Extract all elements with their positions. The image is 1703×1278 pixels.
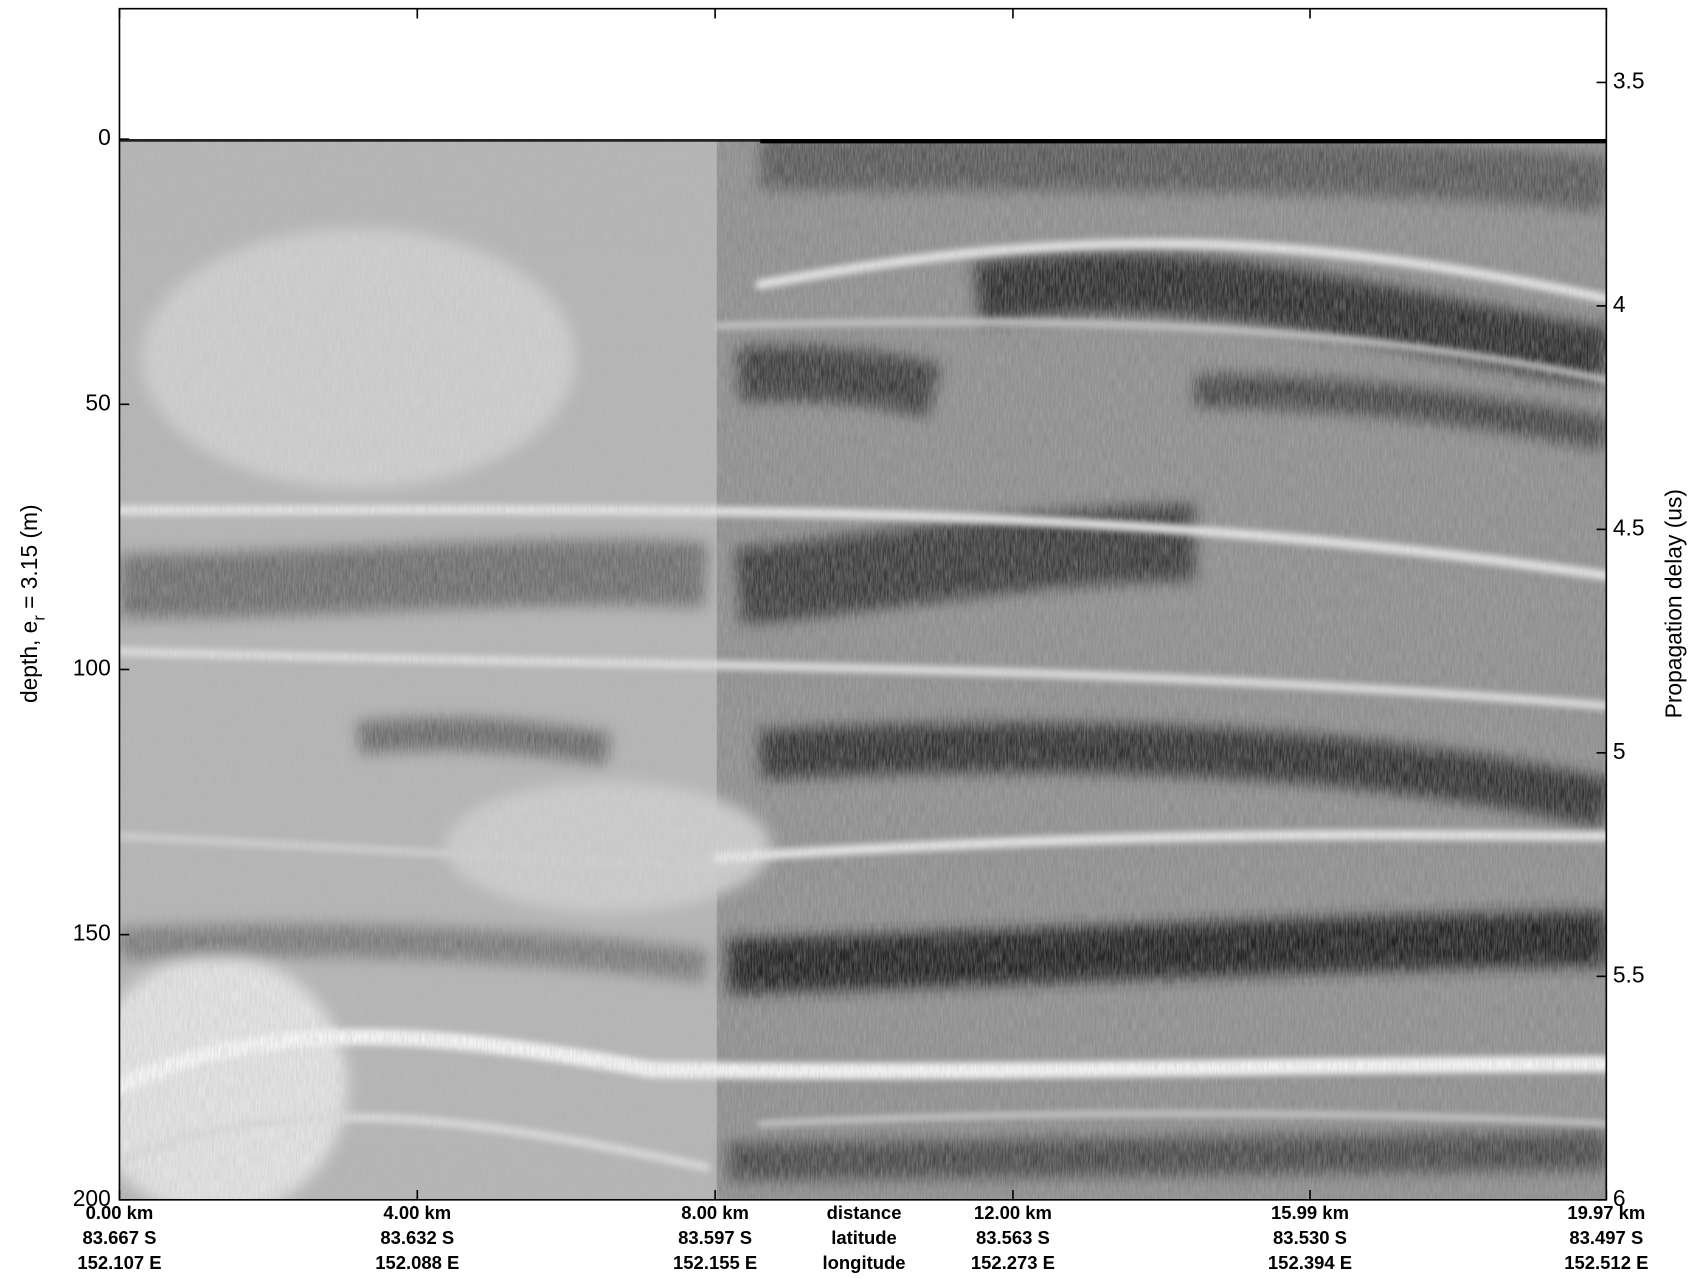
longitude-label: 152.394 E [1268, 1252, 1352, 1273]
y-axis-label: depth, er = 3.15 (m) [16, 504, 49, 703]
x-tick-label: 8.00 km [681, 1202, 749, 1223]
y2-tick-label: 5 [1613, 738, 1626, 764]
y-tick-label: 150 [73, 920, 111, 946]
x-tick-label: 15.99 km [1271, 1202, 1349, 1223]
latitude-label: 83.667 S [83, 1227, 157, 1248]
x-tick-label: 12.00 km [974, 1202, 1052, 1223]
plot-frame [118, 7, 1608, 1201]
latitude-label: 83.530 S [1273, 1227, 1347, 1248]
longitude-label: 152.088 E [375, 1252, 459, 1273]
y2-tick-label: 3.5 [1613, 67, 1645, 93]
longitude-label: 152.273 E [971, 1252, 1055, 1273]
row-label: longitude [822, 1252, 905, 1273]
y2-axis-label: Propagation delay (us) [1660, 489, 1686, 718]
x-tick-label: 4.00 km [383, 1202, 451, 1223]
y-tick-label: 50 [85, 389, 110, 415]
row-label: latitude [831, 1227, 897, 1248]
latitude-label: 83.563 S [976, 1227, 1050, 1248]
latitude-label: 83.632 S [380, 1227, 454, 1248]
radargram [119, 138, 1607, 1200]
latitude-label: 83.497 S [1569, 1227, 1643, 1248]
x-tick-label: 0.00 km [86, 1202, 154, 1223]
longitude-label: 152.512 E [1564, 1252, 1648, 1273]
x-tick-label: 19.97 km [1567, 1202, 1645, 1223]
y2-tick-label: 4 [1613, 291, 1626, 317]
y2-tick-label: 5.5 [1613, 961, 1645, 987]
y-tick-label: 200 [73, 1185, 111, 1211]
y-tick-label: 0 [98, 124, 111, 150]
longitude-label: 152.155 E [673, 1252, 757, 1273]
y2-tick-label: 4.5 [1613, 514, 1645, 540]
y-tick-label: 100 [73, 655, 111, 681]
row-label: distance [827, 1202, 902, 1223]
y2-tick-label: 6 [1613, 1185, 1626, 1211]
longitude-label: 152.107 E [77, 1252, 161, 1273]
latitude-label: 83.597 S [678, 1227, 752, 1248]
